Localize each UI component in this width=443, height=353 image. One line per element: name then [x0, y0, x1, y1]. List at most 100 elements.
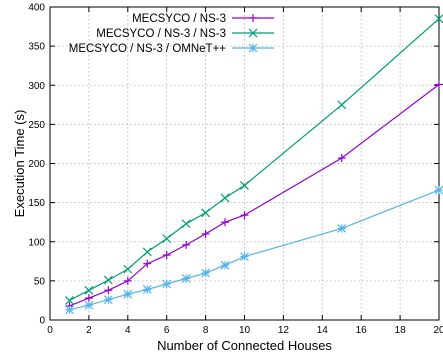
marker-stroke	[103, 275, 113, 285]
legend-item-3: MECSYCO / NS-3 / OMNeT++	[69, 43, 274, 55]
marker-stroke	[181, 274, 191, 283]
legend: MECSYCO / NS-3 MECSYCO / NS-3 / NS-3 MECSY…	[69, 13, 274, 55]
series-3	[65, 185, 443, 315]
point-marker	[84, 285, 94, 295]
marker-stroke	[84, 300, 94, 310]
point-marker	[162, 234, 172, 244]
marker-stroke	[103, 295, 113, 305]
marker-stroke	[142, 285, 152, 294]
marker-stroke	[84, 285, 94, 295]
y-tick-label: 200	[28, 159, 45, 170]
marker-stroke	[201, 268, 211, 278]
series-2	[65, 14, 443, 305]
point-marker	[84, 294, 93, 303]
series-layer	[65, 14, 443, 315]
y-tick-label: 150	[28, 198, 45, 209]
marker-stroke	[220, 260, 230, 270]
x-tick-label: 6	[164, 325, 170, 336]
point-marker	[181, 219, 191, 229]
marker-stroke	[240, 252, 249, 262]
marker-stroke	[248, 43, 258, 53]
series-line	[69, 84, 440, 307]
marker-stroke	[162, 279, 172, 289]
point-marker	[201, 268, 211, 278]
x-tick-label: 4	[125, 325, 131, 336]
point-marker	[220, 193, 230, 203]
marker-stroke	[220, 193, 230, 203]
x-tick-label: 18	[395, 325, 407, 336]
point-marker	[240, 180, 249, 190]
point-marker	[142, 285, 152, 294]
x-tick-label: 14	[317, 325, 329, 336]
point-marker	[434, 185, 443, 195]
point-marker	[337, 154, 346, 163]
marker-stroke	[337, 100, 347, 110]
marker-stroke	[162, 234, 172, 244]
marker-stroke	[65, 305, 74, 315]
marker-stroke	[434, 185, 443, 195]
marker-stroke	[123, 264, 133, 274]
axes: 0 2 4 6 8 10 12 14 16 18 2005010015020025030035040…	[28, 3, 443, 337]
point-marker	[142, 247, 152, 257]
x-axis-title: Number of Connected Houses	[157, 338, 332, 353]
point-marker	[182, 240, 191, 249]
point-marker	[248, 43, 258, 53]
x-tick-label: 20	[433, 325, 443, 336]
y-tick-label: 300	[28, 81, 45, 92]
marker-stroke	[181, 219, 191, 229]
x-tick-label: 8	[203, 325, 209, 336]
point-marker	[65, 305, 74, 315]
legend-label: MECSYCO / NS-3 / NS-3	[96, 28, 226, 40]
point-marker	[143, 259, 152, 268]
marker-stroke	[240, 180, 249, 190]
point-marker	[162, 251, 171, 260]
y-tick-label: 100	[28, 237, 45, 248]
point-marker	[240, 211, 249, 220]
marker-stroke	[337, 224, 347, 233]
series-line	[69, 189, 440, 311]
point-marker	[434, 14, 443, 24]
x-tick-label: 0	[47, 325, 53, 336]
marker-stroke	[201, 208, 211, 218]
legend-label: MECSYCO / NS-3	[132, 13, 226, 25]
point-marker	[181, 274, 191, 283]
point-marker	[240, 252, 249, 262]
point-marker	[337, 100, 347, 110]
y-tick-label: 0	[39, 316, 45, 327]
series-line	[69, 18, 440, 301]
marker-stroke	[248, 28, 258, 38]
x-tick-label: 12	[278, 325, 290, 336]
point-marker	[201, 229, 210, 238]
point-marker	[337, 224, 347, 233]
x-tick-label: 10	[239, 325, 251, 336]
point-marker	[221, 218, 230, 227]
y-tick-label: 400	[28, 3, 45, 14]
point-marker	[84, 300, 94, 310]
legend-item-1: MECSYCO / NS-3	[132, 13, 274, 25]
point-marker	[435, 80, 443, 89]
point-marker	[104, 286, 113, 295]
x-tick-label: 2	[86, 325, 92, 336]
point-marker	[201, 208, 211, 218]
grid	[50, 7, 439, 320]
marker-stroke	[434, 14, 443, 24]
y-tick-label: 250	[28, 120, 45, 131]
point-marker	[248, 28, 258, 38]
y-axis-title: Execution Time (s)	[12, 110, 27, 218]
point-marker	[162, 279, 172, 289]
point-marker	[123, 289, 133, 299]
point-marker	[103, 295, 113, 305]
series-1	[65, 80, 443, 310]
point-marker	[123, 264, 133, 274]
y-tick-label: 50	[34, 276, 46, 287]
legend-item-2: MECSYCO / NS-3 / NS-3	[96, 28, 274, 40]
x-tick-label: 16	[356, 325, 368, 336]
legend-label: MECSYCO / NS-3 / OMNeT++	[69, 43, 226, 55]
point-marker	[65, 296, 74, 305]
marker-stroke	[65, 296, 74, 305]
marker-stroke	[123, 289, 133, 299]
point-marker	[123, 276, 132, 285]
point-marker	[249, 14, 257, 22]
point-marker	[103, 275, 113, 285]
